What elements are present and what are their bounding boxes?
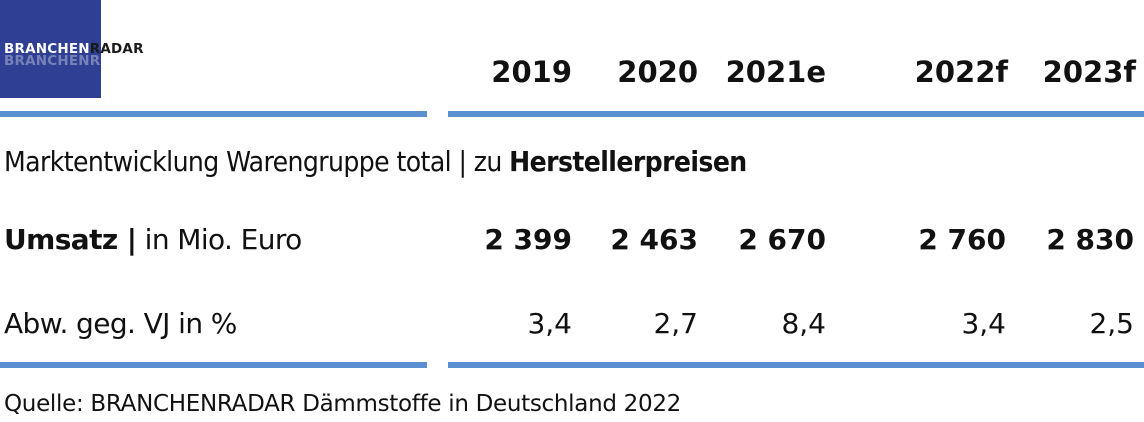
cell-abw-2022f: 3,4 [961, 307, 1006, 340]
logo-wordmark: BRANCHENRADAR [4, 41, 144, 57]
top-rule-left [0, 111, 427, 117]
logo-highlight: BRANCHEN [4, 41, 90, 57]
cell-abw-2019: 3,4 [527, 307, 572, 340]
cell-umsatz-2021e: 2 670 [738, 223, 826, 256]
row-label-umsatz: Umsatz | in Mio. Euro [4, 220, 302, 260]
row-label-abweichung-text: Abw. geg. VJ in % [4, 307, 237, 340]
cell-umsatz-2019: 2 399 [484, 223, 572, 256]
cell-umsatz-2023f: 2 830 [1046, 223, 1134, 256]
top-rule-right [448, 111, 1144, 117]
caption-bold: Herstellerpreisen [509, 145, 747, 178]
cell-abw-2023f: 2,5 [1089, 307, 1134, 340]
logo-rest: RADAR [89, 41, 144, 57]
column-header-2023f: 2023f [1042, 55, 1136, 89]
source-note: Quelle: BRANCHENRADAR Dämmstoffe in Deut… [4, 391, 681, 417]
logo-mirror-text: BRANCHENRADAR [4, 53, 144, 69]
bottom-rule-left [0, 362, 427, 368]
caption-prefix: Marktentwicklung Warengruppe total | zu [4, 145, 510, 178]
table-caption: Marktentwicklung Warengruppe total | zu … [4, 142, 747, 182]
branchenradar-logo: BRANCHENRADAR BRANCHENRADAR [0, 0, 143, 98]
column-header-2020: 2020 [617, 55, 698, 89]
column-header-2021e: 2021e [725, 55, 826, 89]
cell-umsatz-2020: 2 463 [610, 223, 698, 256]
bottom-rule-right [448, 362, 1144, 368]
row-label-umsatz-bold: Umsatz | [4, 223, 137, 256]
cell-umsatz-2022f: 2 760 [918, 223, 1006, 256]
row-label-umsatz-rest: in Mio. Euro [136, 223, 303, 256]
column-header-2019: 2019 [491, 55, 572, 89]
cell-abw-2021e: 8,4 [781, 307, 826, 340]
row-label-abweichung: Abw. geg. VJ in % [4, 304, 237, 344]
cell-abw-2020: 2,7 [653, 307, 698, 340]
column-header-2022f: 2022f [914, 55, 1008, 89]
